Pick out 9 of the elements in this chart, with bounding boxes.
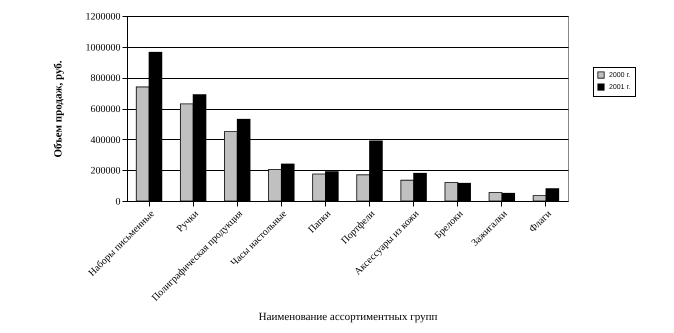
y-tick-label: 1200000 xyxy=(86,12,120,22)
y-tick-label: 400000 xyxy=(90,134,120,146)
y-tick-label: 800000 xyxy=(90,73,120,84)
y-tick-label: 600000 xyxy=(90,104,120,115)
y-tick-label: 200000 xyxy=(90,166,120,177)
x-axis-title: Наименование ассортиментных групп xyxy=(258,310,438,323)
y-axis-title: Объем продаж, руб. xyxy=(52,60,64,158)
y-tick-label: 0 xyxy=(116,196,120,208)
y-tick-label: 1000000 xyxy=(86,42,120,54)
